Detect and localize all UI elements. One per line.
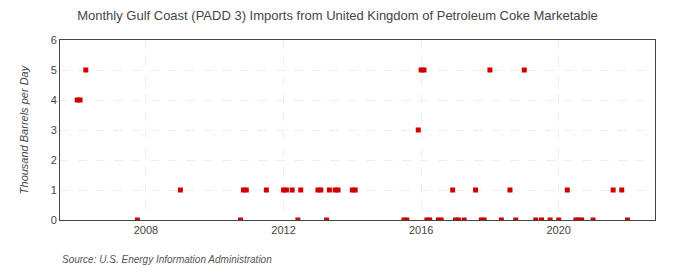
svg-text:2012: 2012 <box>271 224 295 236</box>
svg-text:6: 6 <box>51 34 57 46</box>
svg-text:2020: 2020 <box>546 224 570 236</box>
svg-text:Source: U.S. Energy Informatio: Source: U.S. Energy Information Administ… <box>62 254 272 265</box>
svg-text:3: 3 <box>51 124 57 136</box>
svg-text:Monthly Gulf Coast (PADD 3) Im: Monthly Gulf Coast (PADD 3) Imports from… <box>77 8 598 23</box>
svg-text:0: 0 <box>51 214 57 226</box>
svg-text:5: 5 <box>51 64 57 76</box>
svg-text:2016: 2016 <box>409 224 433 236</box>
svg-text:2: 2 <box>51 154 57 166</box>
svg-text:1: 1 <box>51 184 57 196</box>
svg-text:Thousand Barrels per Day: Thousand Barrels per Day <box>18 64 30 194</box>
svg-text:4: 4 <box>51 94 57 106</box>
svg-text:2008: 2008 <box>134 224 158 236</box>
